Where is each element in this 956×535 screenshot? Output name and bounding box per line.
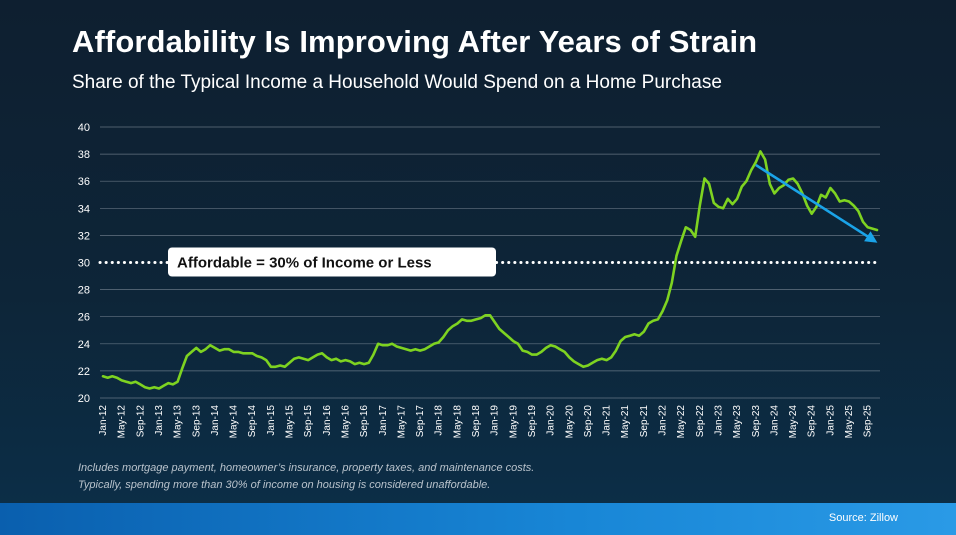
- x-tick-label: Sep-13: [191, 405, 202, 438]
- x-tick-label: May-25: [844, 405, 855, 439]
- x-tick-label: Sep-18: [471, 405, 482, 438]
- x-tick-label: Jan-24: [769, 405, 780, 436]
- x-tick-label: Sep-16: [359, 405, 370, 438]
- x-tick-label: Sep-17: [415, 405, 426, 438]
- x-tick-label: May-22: [676, 405, 687, 439]
- page-title: Affordability Is Improving After Years o…: [72, 24, 758, 59]
- page-subtitle: Share of the Typical Income a Household …: [72, 72, 722, 93]
- x-tick-label: Sep-15: [303, 405, 314, 438]
- x-tick-label: May-13: [173, 405, 184, 439]
- x-tick-label: Jan-21: [602, 405, 613, 436]
- y-tick-label: 36: [78, 176, 90, 188]
- x-tick-label: May-20: [564, 405, 575, 439]
- y-tick-label: 26: [78, 312, 90, 324]
- x-tick-label: Jan-17: [378, 405, 389, 436]
- x-tick-label: Jan-22: [658, 405, 669, 436]
- x-tick-label: May-16: [340, 405, 351, 439]
- x-tick-label: May-19: [508, 405, 519, 439]
- x-tick-label: May-21: [620, 405, 631, 439]
- y-tick-label: 24: [78, 339, 90, 351]
- x-tick-label: May-15: [285, 405, 296, 439]
- x-tick-label: May-17: [396, 405, 407, 439]
- x-tick-label: Sep-23: [751, 405, 762, 438]
- x-tick-label: Jan-18: [434, 405, 445, 436]
- x-tick-label: Jan-16: [322, 405, 333, 436]
- x-tick-label: Jan-14: [210, 405, 221, 436]
- y-tick-label: 38: [78, 149, 90, 161]
- x-tick-label: Jan-15: [266, 405, 277, 436]
- trend-arrow: [755, 163, 878, 243]
- x-tick-label: Sep-14: [247, 405, 258, 438]
- x-tick-label: Sep-21: [639, 405, 650, 438]
- footer-bar: Source: Zillow: [0, 503, 956, 535]
- footnote-2: Typically, spending more than 30% of inc…: [78, 479, 491, 491]
- x-tick-label: May-12: [117, 405, 128, 439]
- x-tick-label: Jan-20: [546, 405, 557, 436]
- x-tick-label: Sep-24: [807, 405, 818, 438]
- x-tick-label: Jan-25: [825, 405, 836, 436]
- x-tick-label: May-24: [788, 405, 799, 439]
- y-tick-label: 34: [78, 203, 90, 215]
- x-tick-label: Jan-23: [713, 405, 724, 436]
- y-tick-label: 22: [78, 366, 90, 378]
- y-tick-label: 40: [78, 122, 90, 134]
- y-tick-label: 20: [78, 393, 90, 405]
- x-tick-label: May-18: [452, 405, 463, 439]
- x-tick-label: Jan-19: [490, 405, 501, 436]
- x-tick-label: Sep-19: [527, 405, 538, 438]
- threshold-label: Affordable = 30% of Income or Less: [177, 255, 432, 272]
- x-tick-label: May-23: [732, 405, 743, 439]
- source-label: Source: Zillow: [828, 512, 898, 524]
- affordability-chart: Affordable = 30% of Income or Less 20 22 2…: [78, 122, 880, 439]
- y-tick-label: 30: [78, 258, 90, 270]
- threshold-label-box: [168, 247, 496, 277]
- x-tick-label: May-14: [229, 405, 240, 439]
- x-tick-label: Jan-13: [154, 405, 165, 436]
- x-tick-label: Sep-20: [583, 405, 594, 438]
- x-tick-label: Sep-12: [135, 405, 146, 438]
- y-tick-label: 32: [78, 230, 90, 242]
- series-line-share-of-income: [101, 150, 879, 390]
- x-tick-label: Sep-25: [863, 405, 874, 438]
- footnotes: Includes mortgage payment, homeowner’s i…: [78, 460, 534, 494]
- x-tick-label: Jan-12: [98, 405, 109, 436]
- x-tick-label: Sep-22: [695, 405, 706, 438]
- y-tick-label: 28: [78, 285, 90, 297]
- footnote-1: Includes mortgage payment, homeowner’s i…: [78, 462, 535, 474]
